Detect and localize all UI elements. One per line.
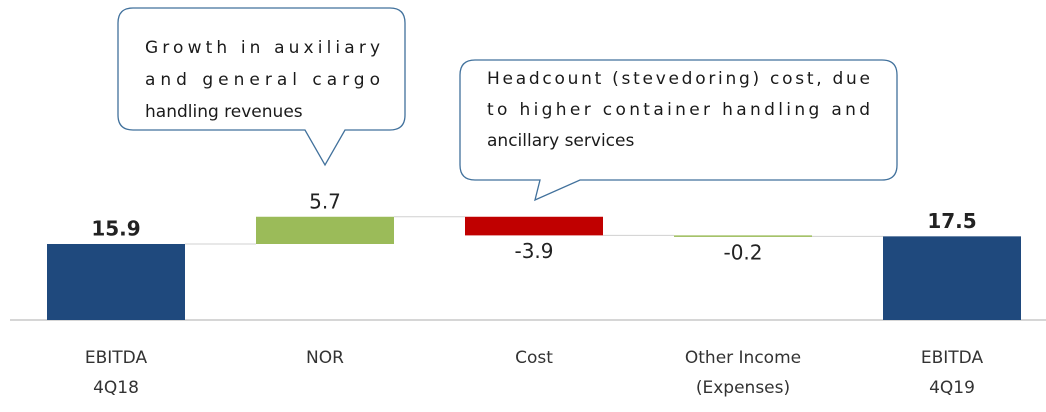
value-label: 5.7 (309, 189, 341, 213)
x-tick-label: 4Q18 (93, 378, 139, 398)
value-label: -3.9 (514, 239, 553, 263)
callout-box (117, 7, 406, 167)
x-tick-label: NOR (306, 348, 344, 368)
x-tick-label: Cost (515, 348, 553, 368)
value-label: -0.2 (723, 240, 762, 264)
callout-box (459, 59, 898, 202)
bar (465, 216, 603, 236)
callout-text: ancillary services (487, 131, 634, 151)
callouts (117, 7, 898, 202)
x-tick-label: 4Q19 (929, 378, 975, 398)
callout-text: to higher container handling and (487, 100, 870, 120)
bar (674, 235, 812, 237)
bar (47, 243, 185, 320)
x-tick-label: Other Income (685, 348, 801, 368)
callout-text: handling revenues (145, 102, 303, 122)
bar (883, 236, 1021, 320)
x-tick-label: EBITDA (921, 348, 984, 368)
callout-text: Headcount (stevedoring) cost, due (487, 69, 870, 89)
bar (256, 216, 394, 244)
x-tick-label: EBITDA (85, 348, 148, 368)
x-tick-label: (Expenses) (696, 378, 790, 398)
value-label: 17.5 (927, 209, 976, 233)
value-label: 15.9 (91, 216, 140, 240)
